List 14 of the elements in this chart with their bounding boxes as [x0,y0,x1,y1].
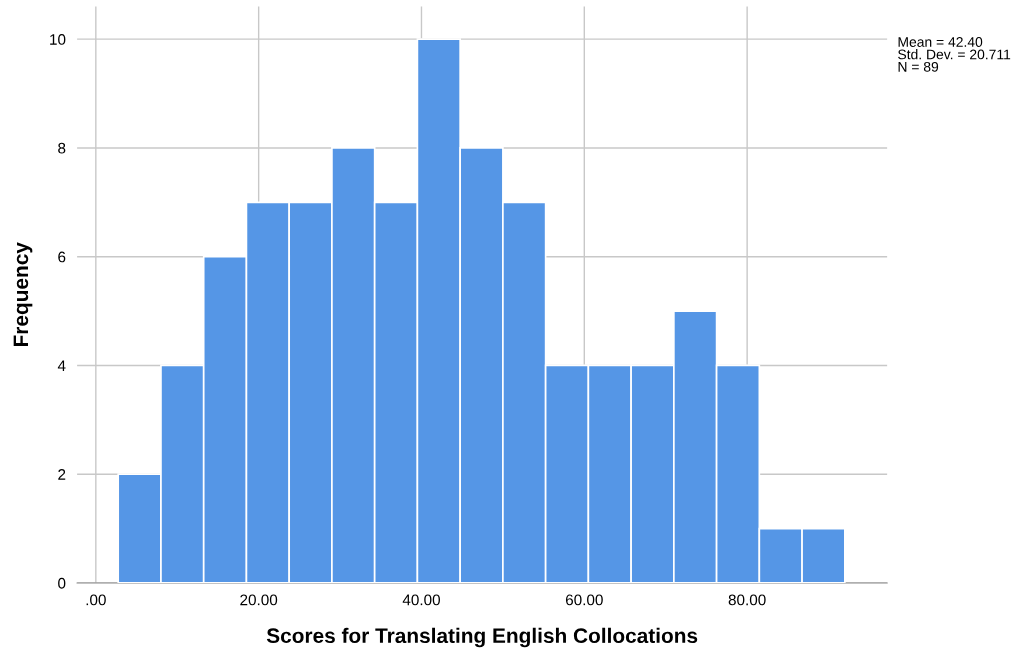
y-axis-title: Frequency [13,242,33,347]
x-tick-label: 20.00 [240,594,278,606]
y-tick-label: 6 [58,251,66,263]
y-tick-label: 0 [58,577,66,589]
y-tick-label: 4 [57,360,66,371]
text: Mean = 42.40 Std. Dev. = 20.711 N = 89 [898,37,1011,72]
x-tick-label: .00 [86,594,106,606]
x-tick-label: 40.00 [402,594,440,606]
y-tick-label: 2 [58,469,66,480]
x-tick-label: 60.00 [565,594,603,606]
x-axis-title: Scores for Translating English Collocations [266,627,698,648]
y-tick-label: 10 [50,34,66,45]
x-tick-label: 80.00 [728,594,766,606]
y-tick-label: 8 [58,142,66,154]
